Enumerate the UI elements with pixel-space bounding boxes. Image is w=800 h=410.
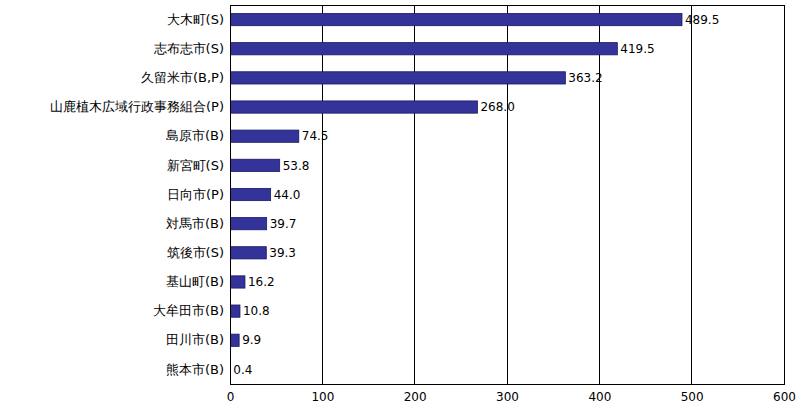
x-tick-label: 100	[311, 390, 334, 404]
y-tick: 熊本市(B)	[166, 362, 230, 377]
y-tick-label: 田川市(B)	[166, 332, 224, 347]
data-label: 53.8	[283, 159, 310, 173]
x-tick: 600	[773, 384, 796, 404]
data-label: 39.3	[269, 246, 296, 260]
data-label: 489.5	[685, 13, 719, 27]
y-tick: 基山町(B)	[166, 274, 230, 289]
y-tick: 対馬市(B)	[166, 216, 230, 231]
bar	[230, 101, 477, 113]
x-tick: 300	[496, 384, 519, 404]
x-tick-label: 0	[227, 390, 235, 404]
bars	[230, 13, 682, 375]
grid-line	[414, 5, 415, 384]
grid-line	[507, 5, 508, 384]
data-label: 44.0	[274, 188, 301, 202]
y-tick: 大牟田市(B)	[153, 303, 230, 318]
y-tick: 日向市(P)	[167, 187, 230, 202]
bar	[230, 72, 565, 84]
data-label: 10.8	[243, 304, 270, 318]
x-tick-label: 400	[588, 390, 611, 404]
x-tick: 0	[227, 384, 235, 404]
y-tick-label: 島原市(B)	[166, 128, 224, 143]
x-tick: 400	[588, 384, 611, 404]
data-label: 16.2	[248, 275, 275, 289]
grid-line	[322, 5, 323, 384]
y-tick: 島原市(B)	[166, 128, 230, 143]
data-label: 39.7	[270, 217, 297, 231]
data-labels: 489.5 419.5 363.2 268.0 74.5 53.8 44.0 39.7 39.3…	[233, 13, 719, 377]
x-tick-label: 200	[404, 390, 427, 404]
data-label: 74.5	[302, 129, 329, 143]
data-label: 363.2	[568, 71, 602, 85]
x-axis-line	[231, 384, 785, 385]
grid-line	[599, 5, 600, 384]
y-tick: 田川市(B)	[166, 332, 230, 347]
y-tick-label: 筑後市(S)	[167, 245, 224, 260]
y-tick-label: 山鹿植木広域行政事務組合(P)	[50, 99, 224, 114]
x-tick: 500	[681, 384, 704, 404]
bar	[230, 305, 240, 317]
data-label: 9.9	[242, 333, 261, 347]
y-axis-line	[230, 6, 231, 385]
y-tick-label: 大木町(S)	[167, 12, 224, 27]
plot: 489.5 419.5 363.2 268.0 74.5 53.8 44.0 39.7 39.3…	[50, 5, 796, 404]
y-tick: 山鹿植木広域行政事務組合(P)	[50, 99, 230, 114]
data-label: 268.0	[480, 100, 514, 114]
y-tick-label: 対馬市(B)	[166, 216, 224, 231]
grid-line	[691, 5, 692, 384]
y-tick-label: 基山町(B)	[166, 274, 224, 289]
x-tick: 100	[311, 384, 334, 404]
y-tick: 久留米市(B,P)	[141, 70, 230, 85]
y-tick-label: 日向市(P)	[167, 187, 224, 202]
x-tick-label: 300	[496, 390, 519, 404]
x-tick-label: 500	[681, 390, 704, 404]
plot-frame	[230, 5, 784, 384]
bar	[230, 218, 267, 230]
y-tick-label: 志布志市(S)	[154, 41, 224, 56]
bar	[230, 334, 239, 346]
bar	[230, 276, 245, 288]
bar	[230, 13, 682, 25]
y-tick: 大木町(S)	[167, 12, 230, 27]
x-axis: 0 100 200 300 400 500 600	[227, 384, 796, 404]
y-tick-label: 大牟田市(B)	[153, 303, 224, 318]
y-tick-label: 熊本市(B)	[166, 362, 224, 377]
y-tick-label: 新宮町(S)	[167, 158, 224, 173]
y-tick: 筑後市(S)	[167, 245, 230, 260]
bar	[230, 130, 299, 142]
x-tick-label: 600	[773, 390, 796, 404]
y-tick: 新宮町(S)	[167, 158, 230, 173]
y-axis: 大木町(S) 志布志市(S) 久留米市(B,P) 山鹿植木広域行政事務組合(P) 島原市…	[50, 6, 230, 385]
x-tick: 200	[404, 384, 427, 404]
bar	[230, 159, 280, 171]
data-label: 419.5	[620, 42, 654, 56]
y-tick: 志布志市(S)	[154, 41, 230, 56]
data-label: 0.4	[233, 363, 252, 377]
bar	[230, 188, 271, 200]
y-tick-label: 久留米市(B,P)	[141, 70, 224, 85]
bar	[230, 247, 266, 259]
chart: 489.5 419.5 363.2 268.0 74.5 53.8 44.0 39.7 39.3…	[0, 0, 800, 410]
bar	[230, 43, 617, 55]
grid	[230, 5, 784, 384]
